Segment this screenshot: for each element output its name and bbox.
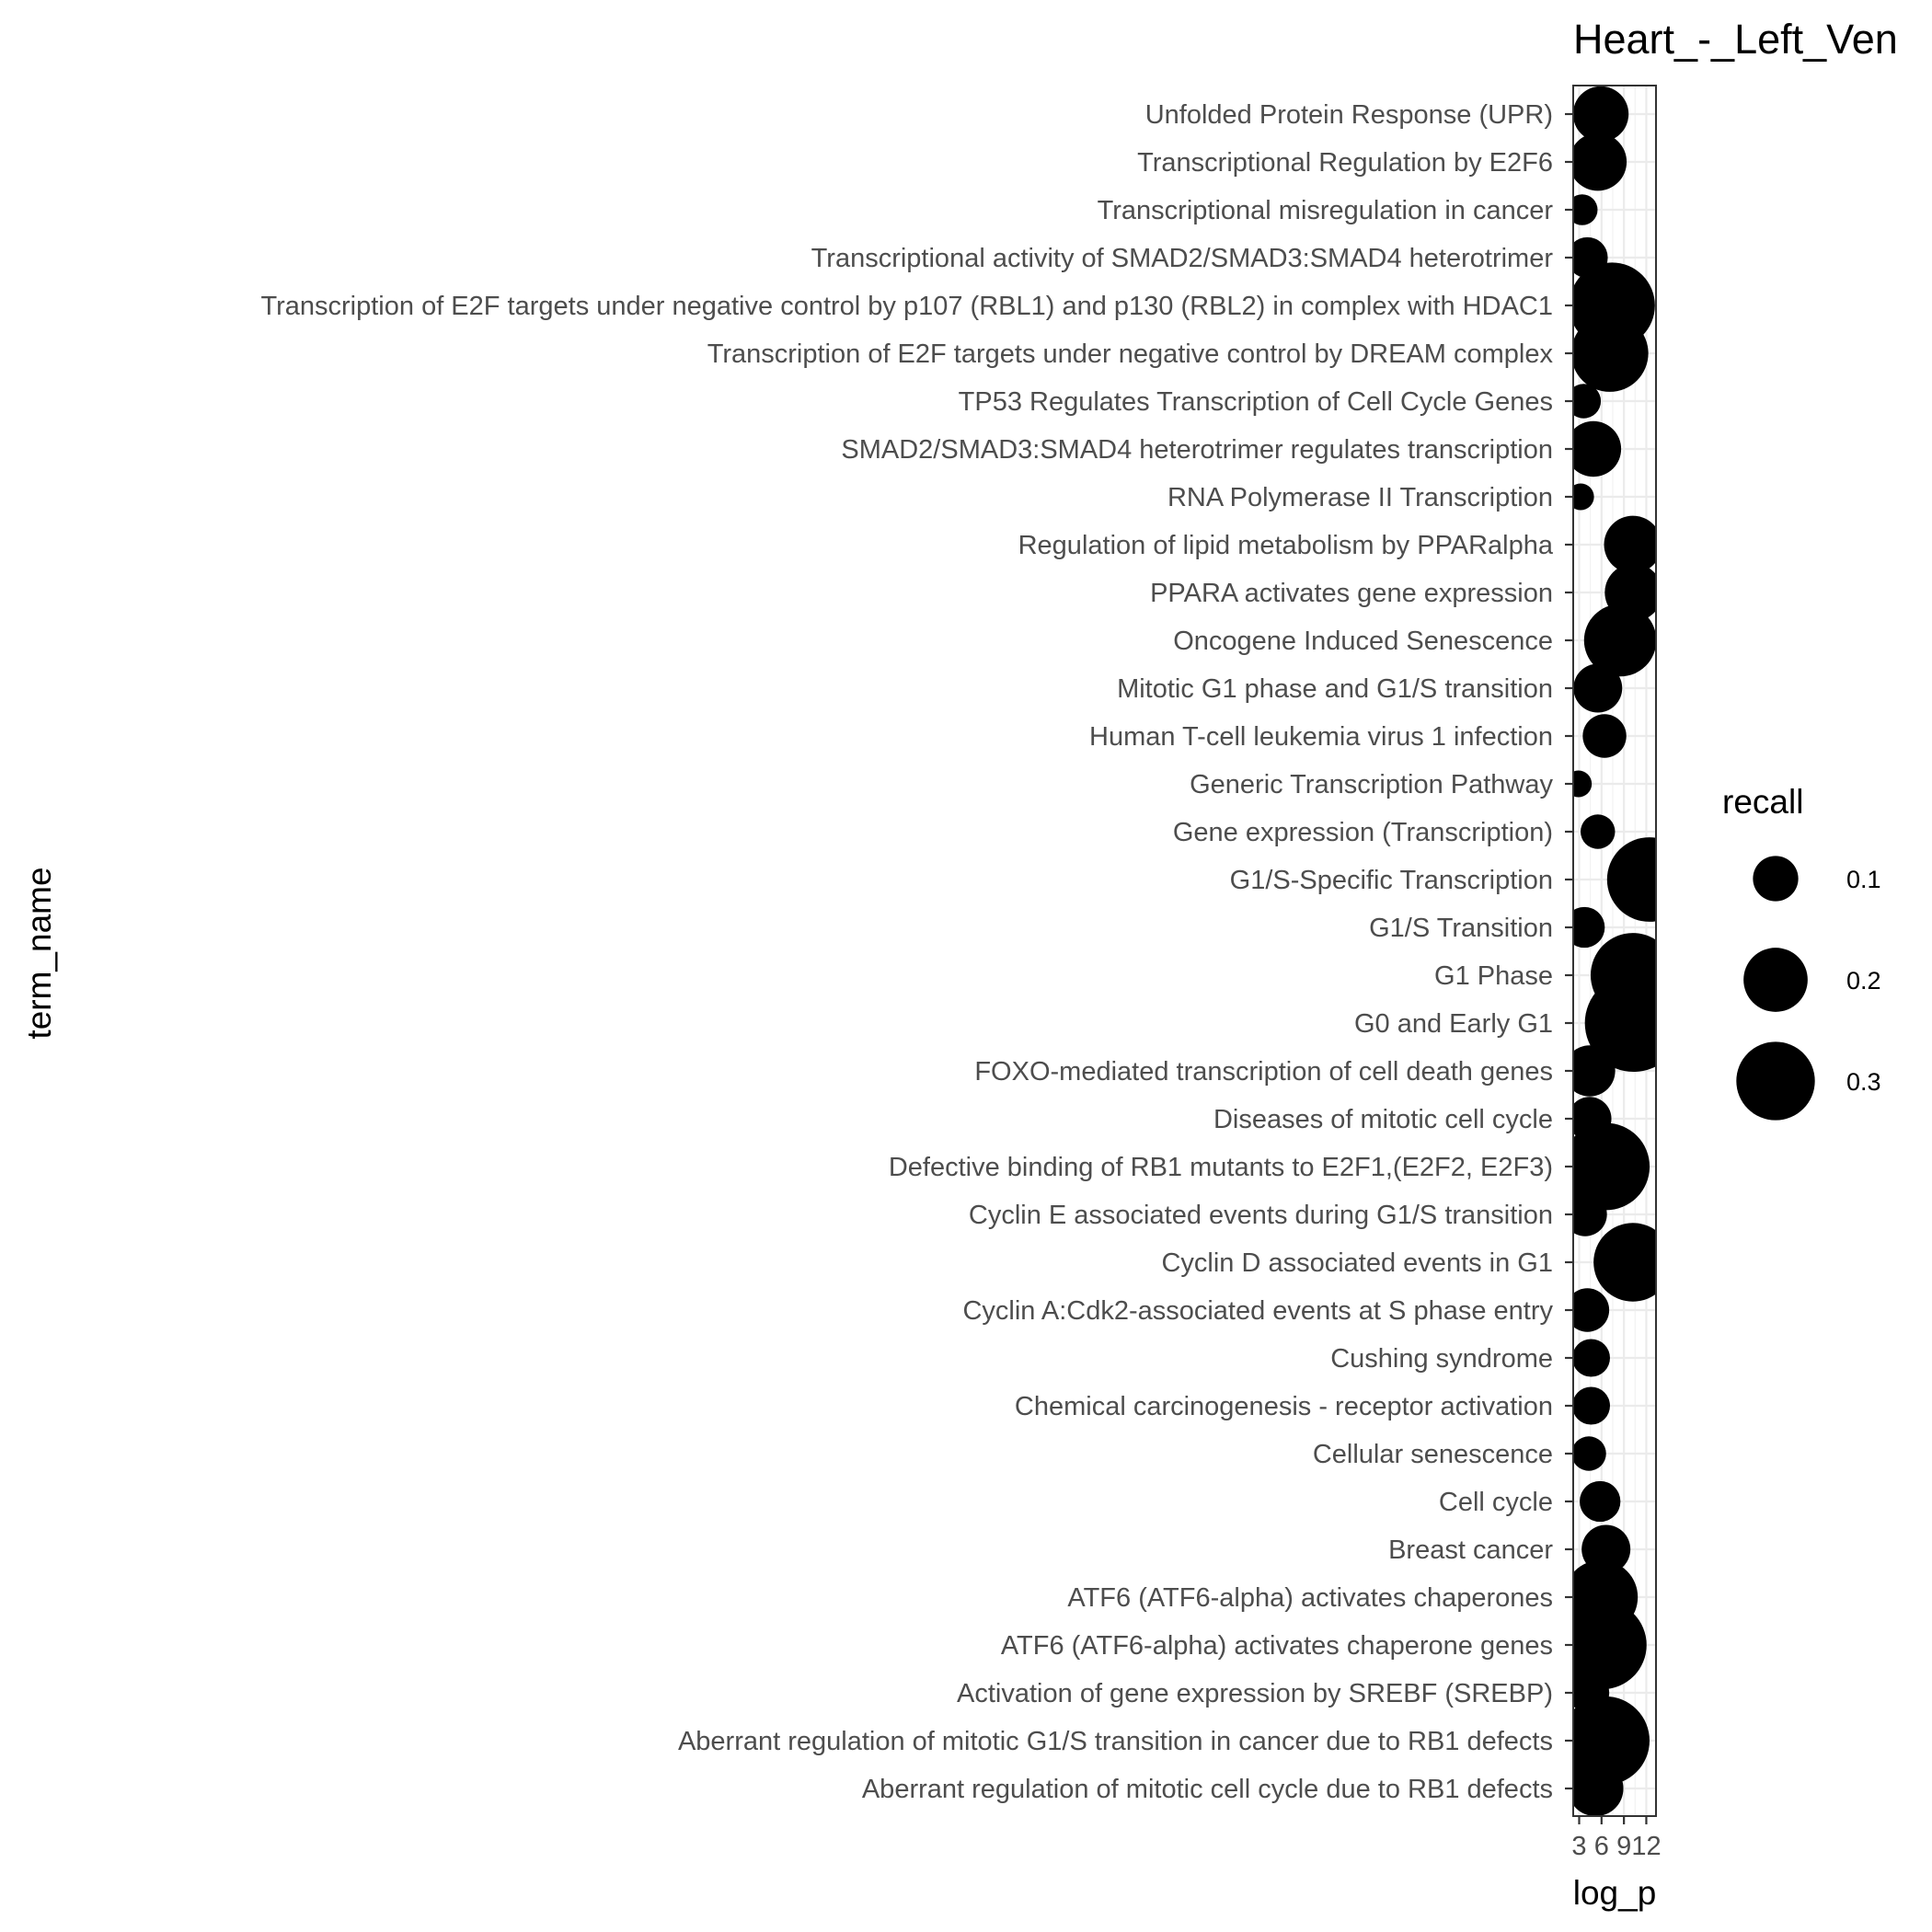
data-point [1593, 1223, 1656, 1302]
y-tick-label: Regulation of lipid metabolism by PPARal… [1018, 531, 1554, 560]
data-point [1581, 814, 1616, 849]
y-tick-label: Transcriptional activity of SMAD2/SMAD3:… [811, 244, 1554, 273]
y-tick-label: Cell cycle [1439, 1488, 1553, 1517]
y-tick-label: Cyclin D associated events in G1 [1161, 1248, 1553, 1278]
data-point [1584, 974, 1656, 1072]
x-axis: 3 6 9 12 [1571, 1816, 1662, 1861]
panel-frame [1572, 85, 1657, 1817]
data-point [1604, 515, 1656, 574]
y-tick-label: ATF6 (ATF6-alpha) activates chaperones [1067, 1583, 1553, 1613]
y-tick-label: Cyclin E associated events during G1/S t… [969, 1201, 1553, 1230]
data-point [1580, 1480, 1621, 1523]
legend-key [1743, 948, 1808, 1012]
y-tick-label: Mitotic G1 phase and G1/S transition [1117, 674, 1553, 704]
x-axis-title: log_p [1573, 1874, 1657, 1912]
y-tick-label: Gene expression (Transcription) [1173, 818, 1553, 847]
data-point [1573, 86, 1629, 143]
y-tick-label: Transcriptional misregulation in cancer [1098, 196, 1554, 225]
y-tick-label: G1/S Transition [1369, 914, 1553, 943]
y-tick-label: SMAD2/SMAD3:SMAD4 heterotrimer regulates… [841, 435, 1553, 465]
legend-key [1736, 1041, 1815, 1121]
y-axis-title: term_name [20, 867, 58, 1039]
data-point [1573, 1339, 1610, 1377]
y-tick-label: Transcriptional Regulation by E2F6 [1137, 148, 1553, 178]
y-tick-label: Aberrant regulation of mitotic cell cycl… [862, 1775, 1553, 1804]
y-tick-label: Activation of gene expression by SREBF (… [957, 1679, 1553, 1708]
data-point [1573, 1192, 1607, 1236]
data-point [1606, 837, 1656, 922]
y-tick-label: Oncogene Induced Senescence [1173, 627, 1553, 656]
panel-border [1572, 85, 1657, 1817]
y-tick-label: Cyclin A:Cdk2-associated events at S pha… [962, 1296, 1553, 1326]
data-point [1573, 1436, 1606, 1471]
data-point [1573, 1122, 1650, 1211]
y-tick-label: Unfolded Protein Response (UPR) [1145, 100, 1553, 130]
x-tick-label: 12 [1631, 1832, 1661, 1861]
y-tick-label: ATF6 (ATF6-alpha) activates chaperone ge… [1001, 1631, 1553, 1661]
data-point [1573, 132, 1627, 191]
y-tick-label: G1 Phase [1434, 961, 1553, 991]
y-tick-label: Defective binding of RB1 mutants to E2F1… [889, 1153, 1553, 1182]
y-tick-label: PPARA activates gene expression [1150, 579, 1553, 608]
chart-title: Heart_-_Left_Ven [1573, 16, 1898, 63]
y-tick-label: G1/S-Specific Transcription [1230, 866, 1553, 895]
data-point [1573, 1386, 1610, 1425]
y-tick-label: Transcription of E2F targets under negat… [707, 339, 1554, 369]
data-point [1573, 1288, 1610, 1332]
y-tick-label: Transcription of E2F targets under negat… [260, 292, 1553, 321]
legend-label: 0.1 [1846, 866, 1881, 893]
data-point [1573, 384, 1602, 419]
x-tick-label: 6 [1594, 1832, 1609, 1861]
data-point [1583, 604, 1656, 677]
x-tick-label: 3 [1571, 1832, 1586, 1861]
data-point [1573, 1600, 1647, 1690]
points-layer [1573, 86, 1656, 1816]
legend: recall 0.1 0.2 0.3 [1722, 783, 1881, 1121]
data-point [1582, 714, 1627, 758]
y-tick-label: Cushing syndrome [1330, 1344, 1553, 1374]
legend-label: 0.3 [1846, 1068, 1881, 1096]
y-tick-label: Human T-cell leukemia virus 1 infection [1089, 722, 1553, 752]
y-axis: Unfolded Protein Response (UPR) Transcrip… [260, 100, 1573, 1804]
y-tick-label: Cellular senescence [1313, 1440, 1553, 1469]
legend-label: 0.2 [1846, 967, 1881, 995]
y-tick-label: Aberrant regulation of mitotic G1/S tran… [678, 1727, 1553, 1756]
legend-title: recall [1722, 783, 1803, 821]
legend-key [1753, 856, 1799, 902]
y-tick-label: TP53 Regulates Transcription of Cell Cyc… [959, 387, 1553, 417]
data-point [1573, 194, 1598, 225]
data-point [1573, 770, 1593, 798]
x-tick-label: 9 [1616, 1832, 1631, 1861]
y-tick-label: RNA Polymerase II Transcription [1167, 483, 1553, 512]
y-tick-label: FOXO-mediated transcription of cell deat… [974, 1057, 1553, 1087]
data-point [1573, 315, 1649, 392]
data-point [1573, 663, 1623, 713]
data-point [1573, 483, 1594, 511]
y-tick-label: Chemical carcinogenesis - receptor activ… [1015, 1392, 1553, 1421]
data-point [1573, 420, 1622, 477]
data-point [1573, 1045, 1616, 1097]
data-point [1573, 906, 1605, 949]
y-tick-label: Diseases of mitotic cell cycle [1213, 1105, 1553, 1134]
data-point [1573, 1760, 1624, 1816]
y-tick-label: G0 and Early G1 [1354, 1009, 1553, 1039]
y-tick-label: Breast cancer [1388, 1535, 1553, 1565]
y-tick-label: Generic Transcription Pathway [1190, 770, 1553, 799]
